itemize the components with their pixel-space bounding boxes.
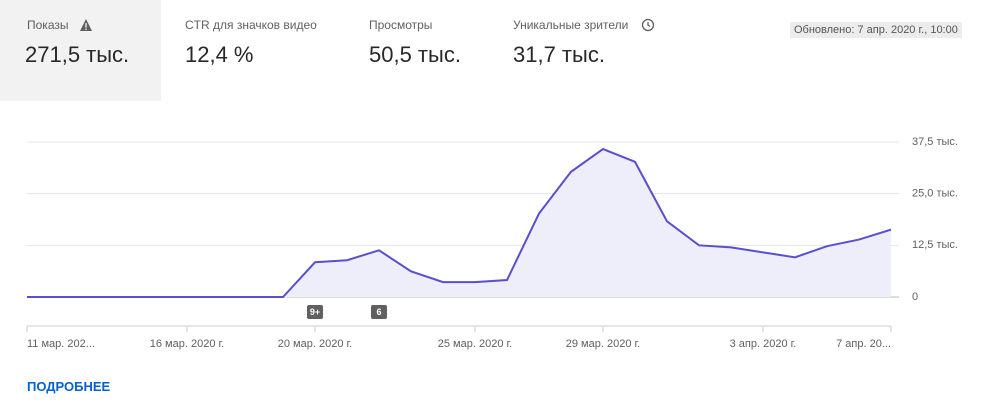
marker-box	[371, 305, 387, 319]
tab-label: Просмотры	[369, 18, 433, 32]
marker-label: 9+	[310, 307, 320, 317]
tab-label: CTR для значков видео	[185, 18, 317, 32]
x-tick-label: 11 мар. 202...	[27, 338, 95, 350]
warning-icon	[80, 19, 92, 31]
chart: 0 12,5 тыс. 25,0 тыс. 37,5 тыс. 11 мар. 202.…	[26, 136, 958, 350]
tab[interactable]: CTR для значков видео 12,4 %	[161, 0, 341, 101]
tab-value: 31,7 тыс.	[513, 42, 605, 67]
clock-icon	[641, 18, 655, 32]
y-tick-label: 12,5 тыс.	[912, 239, 958, 251]
tab[interactable]: Уникальные зрители 31,7 тыс.	[489, 0, 679, 101]
tab[interactable]: Показы 271,5 тыс.	[0, 0, 161, 101]
marker-box	[307, 305, 323, 319]
details-link[interactable]: ПОДРОБНЕЕ	[27, 379, 111, 394]
area	[27, 149, 891, 297]
tab[interactable]: Просмотры 50,5 тыс.	[345, 0, 485, 101]
marker-label: 6	[376, 307, 381, 317]
tab-value: 12,4 %	[185, 42, 254, 67]
x-tick-label: 3 апр. 2020 г.	[730, 338, 797, 350]
updated-badge: Обновлено: 7 апр. 2020 г., 10:00	[790, 22, 962, 38]
x-tick-label: 20 мар. 2020 г.	[278, 338, 352, 350]
tab-label: Уникальные зрители	[513, 18, 629, 32]
x-tick-label: 16 мар. 2020 г.	[150, 338, 224, 350]
x-tick-label: 29 мар. 2020 г.	[566, 338, 640, 350]
y-tick-label: 25,0 тыс.	[912, 188, 958, 200]
tab-label: Показы	[27, 18, 69, 32]
x-tick-label: 7 апр. 20...	[836, 338, 891, 350]
x-tick-label: 25 мар. 2020 г.	[438, 338, 512, 350]
tab-value: 271,5 тыс.	[25, 42, 130, 67]
y-tick-label: 0	[912, 291, 918, 303]
tab-value: 50,5 тыс.	[369, 42, 461, 67]
line	[27, 147, 892, 298]
y-tick-label: 37,5 тыс.	[912, 136, 958, 148]
